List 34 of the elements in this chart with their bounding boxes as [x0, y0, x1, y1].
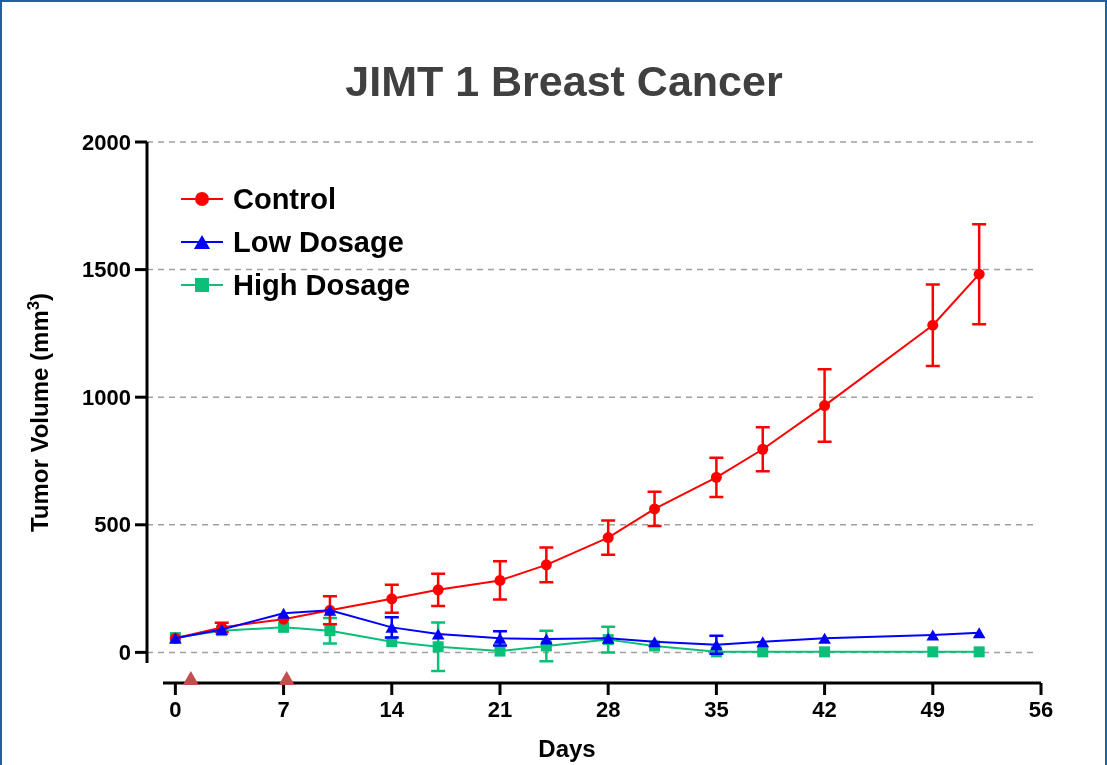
x-tick-label: 35: [704, 697, 729, 722]
point: [540, 633, 553, 645]
point: [431, 628, 445, 640]
point: [182, 670, 199, 685]
y-tick-label: 1000: [82, 384, 131, 410]
point: [926, 629, 940, 641]
point: [972, 627, 986, 639]
chart-title: JIMT 1 Breast Cancer: [345, 57, 783, 105]
point: [277, 607, 290, 619]
x-tick-label: 28: [595, 697, 621, 722]
point: [819, 646, 831, 658]
point: [927, 646, 939, 658]
x-tick-label: 0: [169, 697, 182, 722]
x-tick-label: 7: [277, 697, 290, 722]
y-tick-label: 1500: [82, 257, 131, 283]
point: [818, 632, 831, 644]
point: [278, 670, 295, 685]
point: [648, 636, 661, 648]
point: [973, 646, 985, 658]
x-tick-label: 56: [1028, 697, 1054, 722]
legend-label: Low Dosage: [233, 226, 404, 259]
y-tick-label: 2000: [82, 129, 131, 155]
x-tick-label: 14: [379, 697, 405, 722]
x-tick-label: 42: [812, 697, 837, 722]
x-tick-label: 49: [920, 697, 946, 722]
x-tick-label: 21: [487, 697, 513, 722]
point: [757, 646, 769, 658]
y-tick-label: 0: [118, 640, 131, 666]
point: [756, 636, 770, 648]
legend-label: High Dosage: [233, 269, 411, 302]
point: [494, 645, 506, 657]
legend-label: Control: [233, 183, 337, 216]
y-tick-label: 500: [94, 512, 131, 538]
x-axis-title: Days: [538, 735, 596, 762]
